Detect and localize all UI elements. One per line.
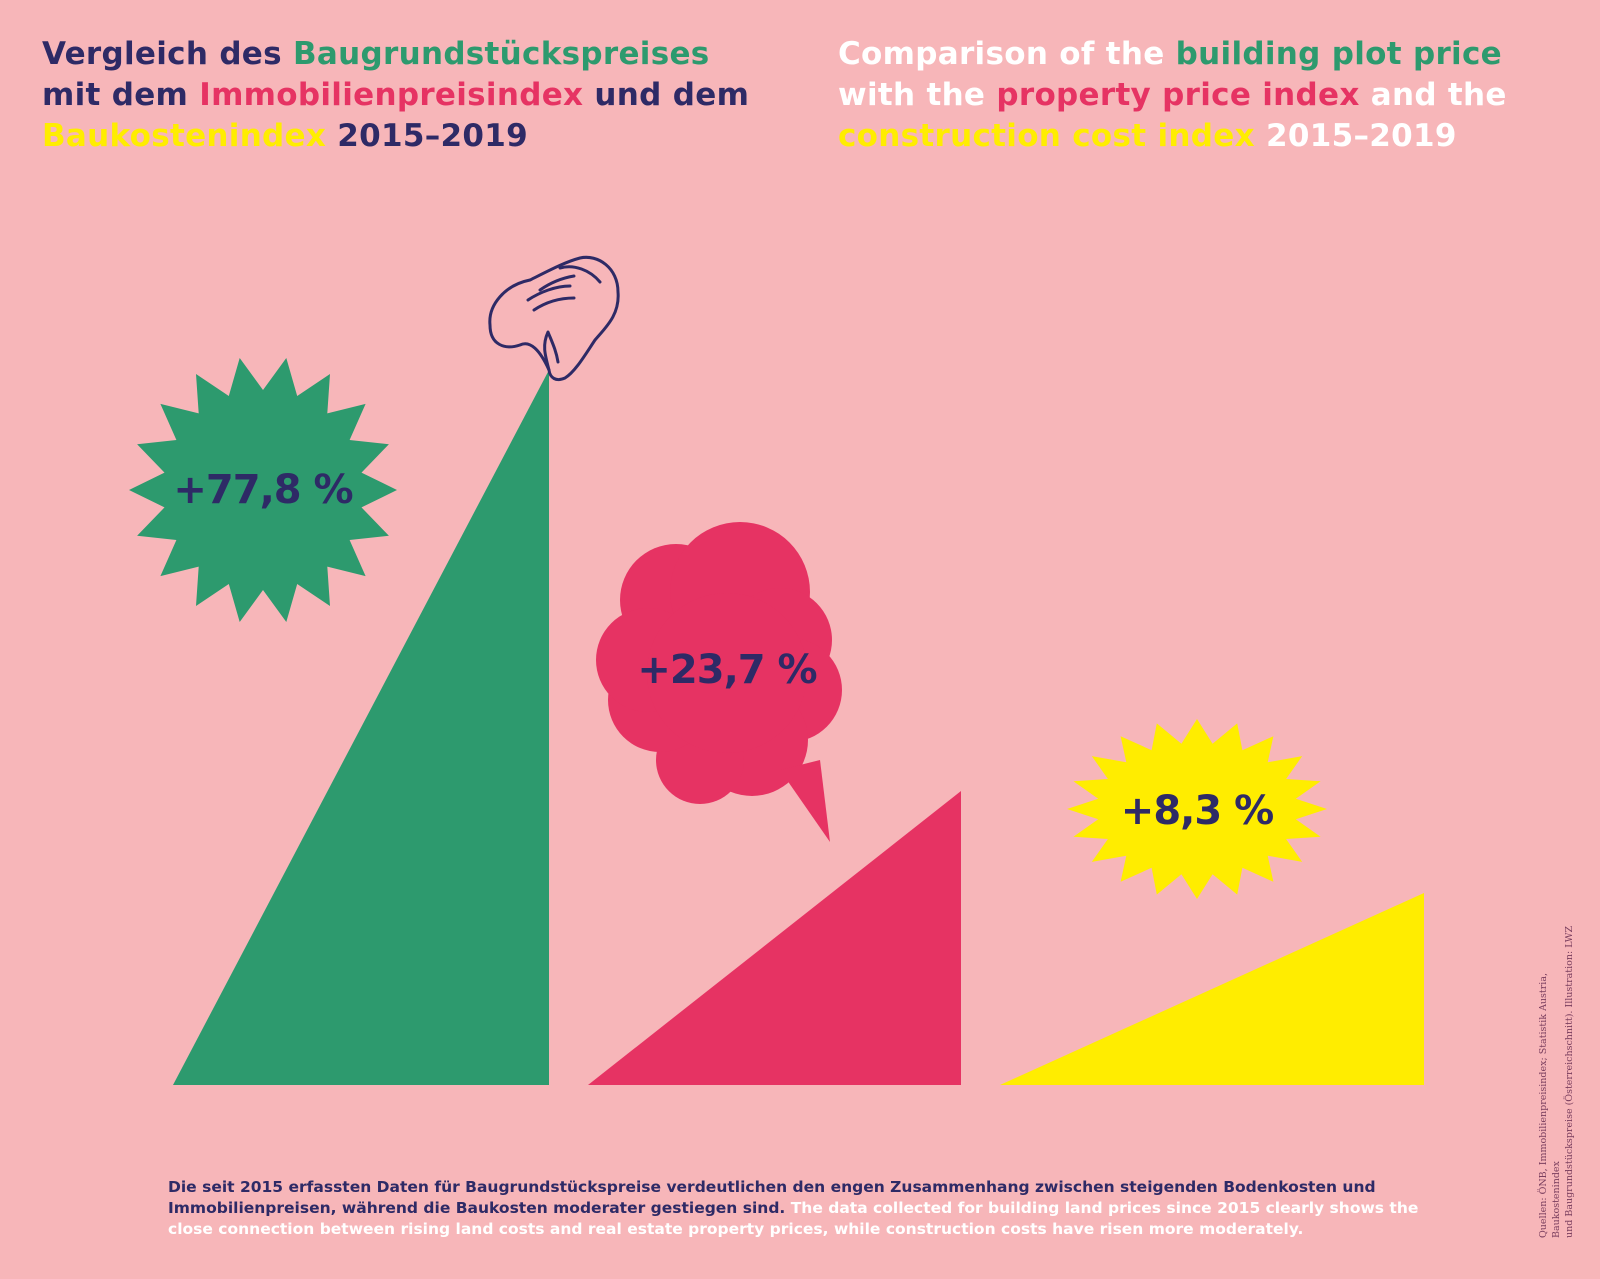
source-credits: Quellen: ÖNB, Immobilienpreisindex; Stat… (1537, 908, 1576, 1238)
building-plot-triangle (173, 370, 549, 1085)
title-german: Vergleich des Baugrundstückspreises mit … (42, 36, 750, 154)
property-price-triangle (588, 791, 961, 1085)
footer-english: The data collected for building land pri… (168, 1199, 1419, 1238)
footer-text: Die seit 2015 erfassten Daten für Baugru… (168, 1177, 1468, 1240)
building-plot-label: +77,8 % (173, 467, 353, 513)
construction-cost-starburst (1067, 719, 1327, 899)
construction-cost-label: +8,3 % (1120, 788, 1274, 834)
title-english: Comparison of the building plot price wi… (838, 36, 1507, 154)
footer-german: Die seit 2015 erfassten Daten für Baugru… (168, 1178, 1376, 1217)
property-price-label: +23,7 % (637, 647, 817, 693)
property-cloud-bubble (647, 593, 807, 753)
construction-cost-triangle (1000, 893, 1424, 1085)
pinching-hand-icon (488, 255, 620, 382)
building-plot-starburst (129, 358, 397, 622)
source-line-2: und Baugrundstückspreise (Österreichschn… (1564, 925, 1575, 1238)
cloud-bubble-tail (780, 760, 830, 842)
source-line-1: Quellen: ÖNB, Immobilienpreisindex; Stat… (1538, 973, 1562, 1238)
